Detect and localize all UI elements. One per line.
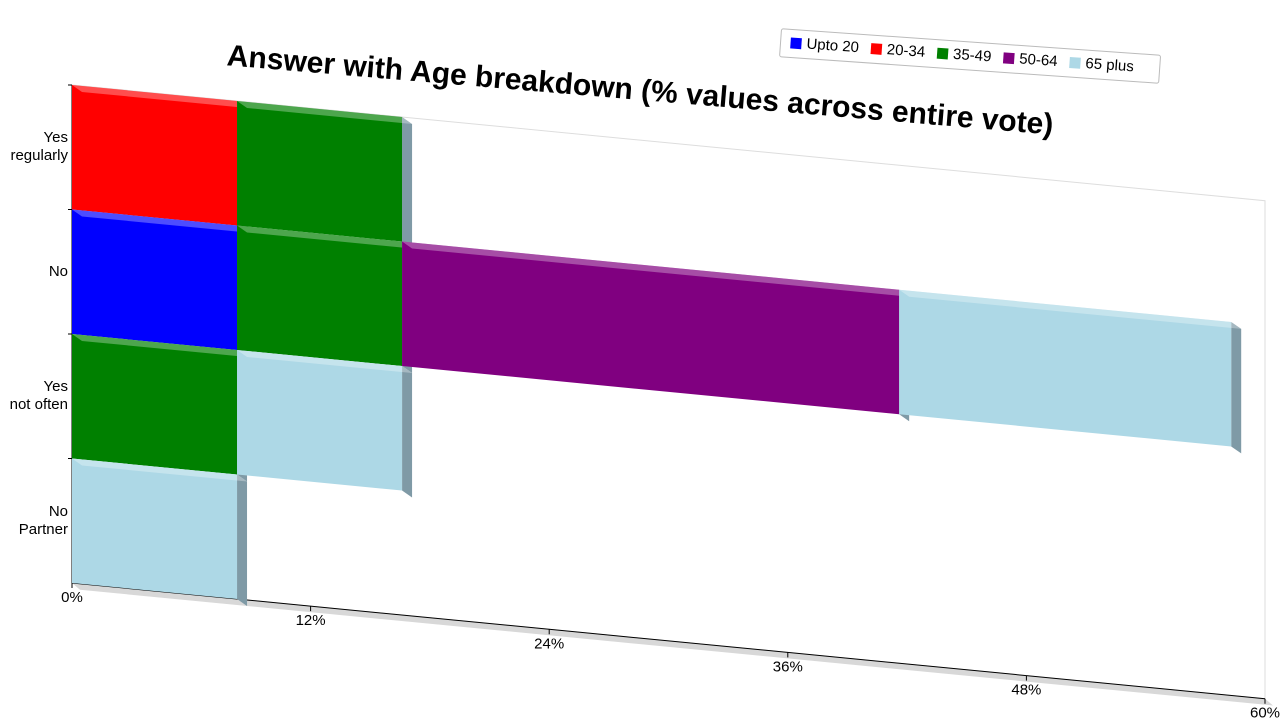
bar bbox=[237, 350, 403, 491]
x-axis-floor bbox=[72, 583, 1273, 706]
bar-top bbox=[237, 225, 413, 249]
y-tick-label: Yes not often bbox=[9, 378, 68, 414]
bar-side bbox=[402, 366, 413, 498]
x-tick-label: 60% bbox=[1250, 705, 1280, 720]
x-tick-label: 12% bbox=[296, 612, 326, 629]
bar bbox=[72, 85, 238, 226]
bar-top bbox=[237, 101, 413, 124]
bar-side bbox=[402, 117, 413, 249]
x-axis bbox=[71, 582, 1266, 700]
bar-top bbox=[72, 209, 248, 233]
legend-label: 65 plus bbox=[1085, 55, 1134, 75]
legend-swatch bbox=[1002, 52, 1015, 65]
bar-top bbox=[899, 289, 1242, 329]
legend-box bbox=[779, 28, 1161, 84]
x-tick-label: 0% bbox=[61, 589, 83, 606]
bar-top bbox=[237, 350, 413, 373]
legend-swatch bbox=[1069, 56, 1081, 69]
bar bbox=[899, 289, 1232, 447]
legend-swatch bbox=[936, 47, 949, 60]
y-tick-label: No Partner bbox=[18, 502, 68, 538]
legend-label: Upto 20 bbox=[806, 36, 860, 57]
bar bbox=[72, 209, 238, 351]
x-tick-label: 36% bbox=[773, 658, 803, 675]
legend-swatch bbox=[870, 43, 883, 55]
bar-side bbox=[1231, 321, 1242, 454]
legend-swatch bbox=[790, 37, 802, 50]
bar-side bbox=[237, 474, 248, 606]
bar-top bbox=[72, 458, 248, 482]
bar-top bbox=[402, 241, 910, 297]
bar bbox=[72, 458, 238, 600]
y-tick-label: Yes regularly bbox=[10, 129, 68, 165]
x-tick-label: 48% bbox=[1011, 682, 1041, 699]
bar bbox=[402, 241, 900, 415]
bar bbox=[72, 334, 238, 475]
x-tick-label: 24% bbox=[534, 635, 564, 652]
bar bbox=[237, 101, 403, 242]
bar-top bbox=[72, 85, 248, 108]
legend-label: 50-64 bbox=[1019, 50, 1058, 70]
y-tick-label: No bbox=[48, 262, 68, 280]
legend-label: 20-34 bbox=[886, 41, 925, 61]
legend: Upto 20 20-34 35-49 50-64 65 plus bbox=[779, 28, 1161, 84]
legend-label: 35-49 bbox=[952, 46, 991, 66]
bar-top bbox=[72, 334, 248, 357]
bar bbox=[237, 225, 403, 367]
